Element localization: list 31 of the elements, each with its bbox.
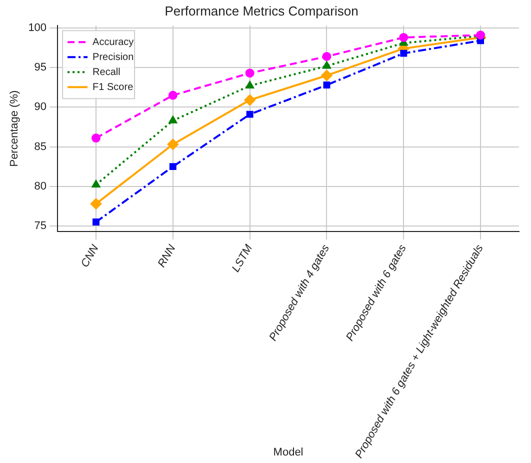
point [322, 52, 332, 61]
point [92, 134, 101, 143]
point [168, 90, 178, 100]
point [244, 94, 256, 106]
y-tick-label: 75 [34, 220, 47, 232]
point [321, 70, 332, 81]
chart-title: Performance Metrics Comparison [164, 3, 358, 18]
point [246, 81, 254, 89]
y-axis-title: Percentage (%) [8, 90, 21, 167]
y-tick-label: 90 [34, 101, 47, 114]
point [323, 82, 330, 88]
point [322, 61, 331, 69]
y-tick-label: 80 [34, 180, 47, 192]
point [92, 218, 100, 226]
point [92, 180, 100, 188]
legend-label: Recall [92, 66, 120, 78]
legend-label: F1 Score [92, 82, 134, 93]
y-tick-label: 95 [34, 62, 47, 74]
y-tick-label: 85 [34, 140, 47, 153]
point [246, 110, 254, 118]
point [168, 116, 177, 124]
x-axis-title: Model [273, 446, 304, 458]
point [90, 198, 102, 210]
legend-label: Precision [92, 52, 134, 63]
point [400, 50, 408, 57]
point [167, 138, 178, 150]
point [399, 32, 408, 42]
y-tick-label: 100 [28, 22, 47, 34]
point [245, 68, 254, 78]
point [169, 163, 176, 170]
legend-label: Accuracy [92, 36, 134, 48]
